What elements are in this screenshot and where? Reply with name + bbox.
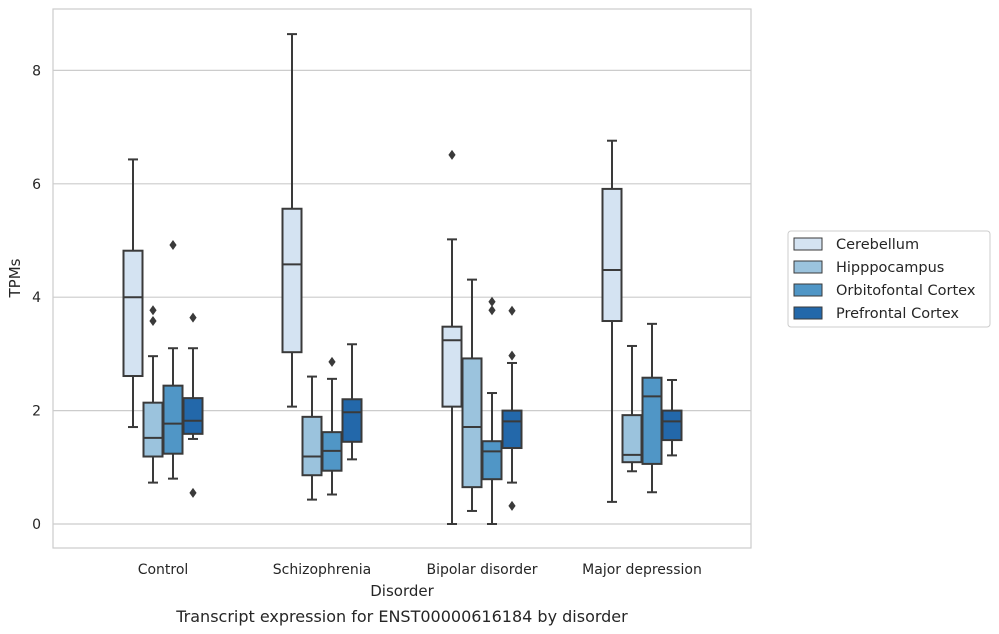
outlier-point xyxy=(488,296,496,307)
box-body xyxy=(661,409,683,442)
box-body xyxy=(301,415,323,477)
box-element xyxy=(341,343,363,461)
y-tick-labels: 0 2 4 6 8 xyxy=(32,63,41,533)
outlier-point xyxy=(508,305,516,316)
legend-swatch xyxy=(793,306,823,320)
outlier-point xyxy=(508,350,516,361)
series-prefrontal-cortex xyxy=(182,305,683,511)
outlier-point xyxy=(149,316,157,327)
box-body xyxy=(142,401,164,458)
box-element xyxy=(162,240,184,480)
outlier-point xyxy=(328,356,336,367)
box-body xyxy=(481,440,503,481)
legend-label: Orbitofontal Cortex xyxy=(836,283,976,299)
box-body xyxy=(182,397,204,435)
box-body xyxy=(162,384,184,455)
outlier-point xyxy=(169,240,177,251)
box-element xyxy=(661,378,683,457)
box-body xyxy=(601,187,623,323)
box-body xyxy=(122,249,144,378)
legend-label: Cerebellum xyxy=(836,237,919,253)
chart-caption: Transcript expression for ENST0000061618… xyxy=(175,607,628,626)
outlier-point xyxy=(189,487,197,498)
legend-label: Prefrontal Cortex xyxy=(836,306,959,322)
series-orbitofontal-cortex xyxy=(162,240,663,525)
box-element xyxy=(122,158,144,429)
outlier-point xyxy=(488,305,496,316)
x-tick-labels: Control Schizophrenia Bipolar disorder Majo… xyxy=(138,562,702,578)
box-element xyxy=(641,322,663,494)
outlier-point xyxy=(149,305,157,316)
x-tick-label: Schizophrenia xyxy=(273,562,371,578)
legend-swatch xyxy=(793,237,823,251)
box-element xyxy=(501,305,523,511)
box-element xyxy=(601,139,623,503)
outlier-point xyxy=(189,312,197,323)
legend-label: Hipppocampus xyxy=(836,260,944,276)
y-tick-label: 8 xyxy=(32,63,41,79)
box-body xyxy=(441,325,463,408)
box-element xyxy=(481,296,503,525)
box-element xyxy=(621,344,643,473)
x-tick-label: Control xyxy=(138,562,189,578)
box-body xyxy=(461,357,483,489)
legend-frame xyxy=(787,230,991,328)
series-hipppocampus xyxy=(142,278,643,512)
box-element xyxy=(301,375,323,501)
series-cerebellum xyxy=(122,33,623,525)
y-tick-label: 0 xyxy=(32,517,41,533)
box-body xyxy=(501,409,523,450)
plot-frame xyxy=(52,8,752,549)
x-tick-label: Major depression xyxy=(582,562,702,578)
box-series-layer xyxy=(122,33,683,525)
y-tick-label: 4 xyxy=(32,290,41,306)
box-element xyxy=(142,305,164,484)
outlier-point xyxy=(448,149,456,160)
box-element xyxy=(461,278,483,512)
box-element xyxy=(281,33,303,408)
y-tick-label: 6 xyxy=(32,177,41,193)
legend-items: Cerebellum Hipppocampus Orbitofontal Corte… xyxy=(793,237,976,322)
outlier-point xyxy=(508,500,516,511)
box-element xyxy=(441,149,463,525)
x-axis-label: Disorder xyxy=(370,582,434,600)
y-axis-label: TPMs xyxy=(6,258,24,298)
box-element xyxy=(182,312,204,498)
box-element xyxy=(321,356,343,496)
legend: Cerebellum Hipppocampus Orbitofontal Corte… xyxy=(787,230,991,328)
legend-swatch xyxy=(793,260,823,274)
y-tick-label: 2 xyxy=(32,404,41,420)
box-body xyxy=(341,398,363,443)
box-body xyxy=(281,207,303,354)
box-body xyxy=(641,376,663,465)
x-tick-label: Bipolar disorder xyxy=(426,562,537,578)
legend-swatch xyxy=(793,283,823,297)
